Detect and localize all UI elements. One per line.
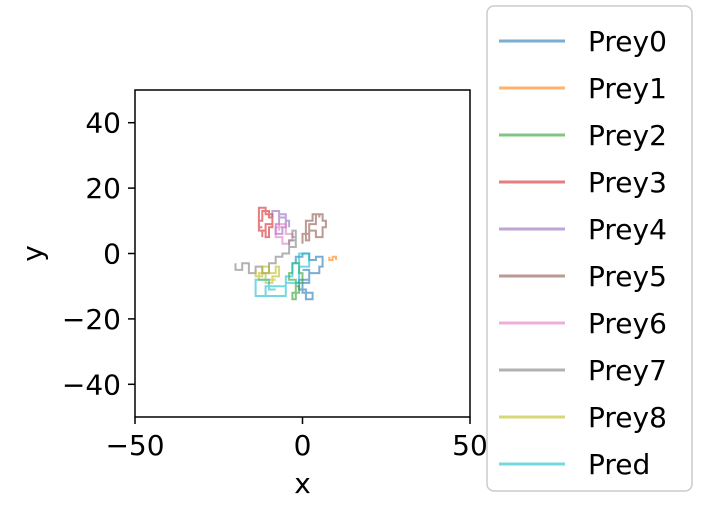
legend-label-prey1: Prey1 (588, 72, 667, 105)
series-line-pred (254, 252, 311, 297)
legend-label-prey3: Prey3 (588, 166, 667, 199)
series-line-prey3 (257, 206, 274, 239)
y-tick-label: 0 (103, 238, 121, 271)
series-line-prey8 (254, 265, 281, 284)
legend-label-prey2: Prey2 (588, 119, 667, 152)
series-lines (234, 206, 337, 301)
legend-label-prey8: Prey8 (588, 401, 667, 434)
legend-label-prey7: Prey7 (588, 354, 667, 387)
x-tick-label: 0 (294, 429, 312, 462)
y-tick-label: 40 (85, 107, 121, 140)
y-tick-label: −20 (62, 303, 121, 336)
legend-label-prey6: Prey6 (588, 307, 667, 340)
y-tick-label: −40 (62, 368, 121, 401)
series-line-prey4 (271, 210, 291, 235)
legend-label-prey5: Prey5 (588, 260, 667, 293)
series-line-prey7 (234, 229, 297, 275)
axis-ticks: −50 0 50 −40 −20 0 20 40 (62, 107, 488, 462)
legend: Prey0 Prey1 Prey2 Prey3 Prey4 Prey5 Prey6 Prey7… (486, 5, 693, 492)
legend-label-pred: Pred (588, 448, 650, 481)
y-axis-label: y (16, 245, 49, 262)
y-tick-label: 20 (85, 172, 121, 205)
series-line-prey5 (301, 213, 327, 244)
x-tick-label: 50 (452, 429, 488, 462)
series-line-prey2 (288, 262, 304, 301)
x-axis-label: x (294, 467, 311, 500)
x-tick-label: −50 (105, 429, 164, 462)
series-line-prey1 (328, 255, 337, 261)
legend-label-prey4: Prey4 (588, 213, 667, 246)
legend-label-prey0: Prey0 (588, 25, 667, 58)
